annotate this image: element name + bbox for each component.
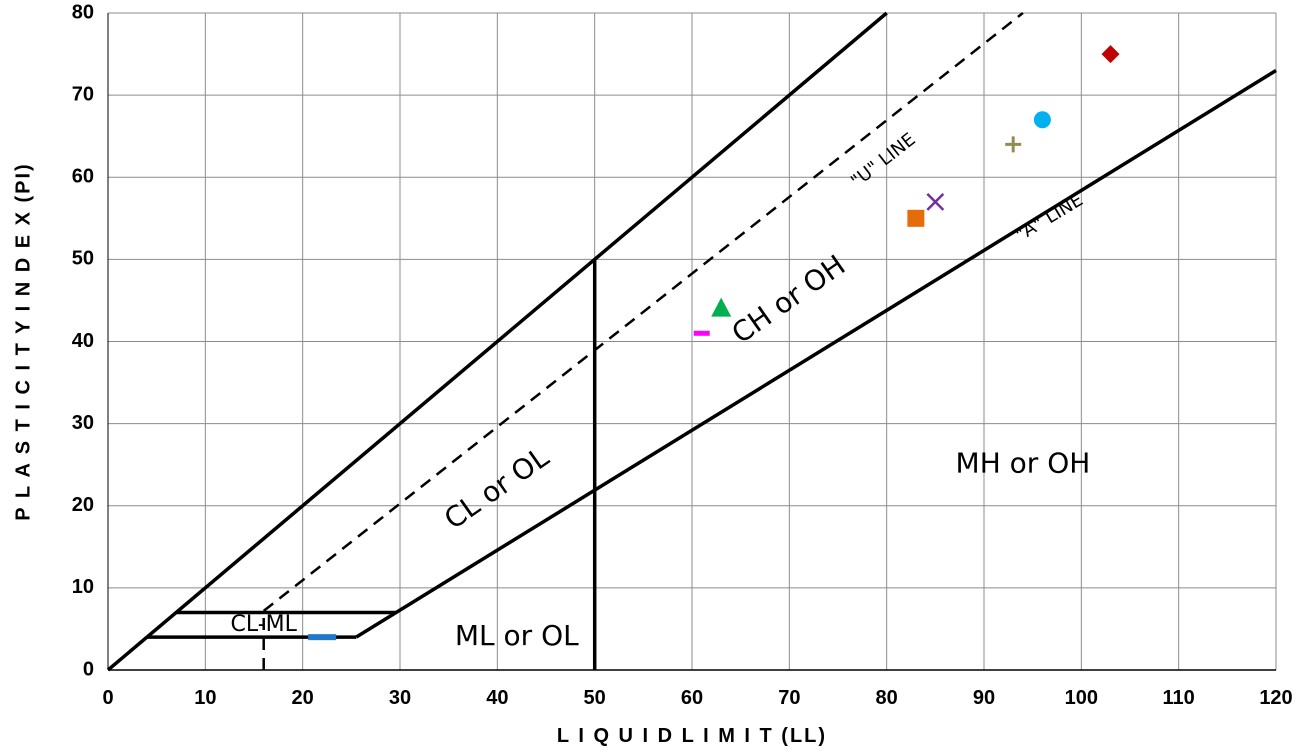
y-tick-label: 20 bbox=[72, 494, 94, 516]
data-point-plus bbox=[1005, 136, 1022, 153]
region-label: MH or OH bbox=[956, 447, 1091, 480]
region-label: ML or OL bbox=[455, 619, 579, 652]
boundary-line bbox=[355, 69, 1277, 639]
data-point-x bbox=[926, 193, 945, 211]
x-tick-label: 60 bbox=[681, 687, 703, 709]
y-tick-label: 10 bbox=[72, 576, 94, 598]
x-tick-label: 110 bbox=[1163, 687, 1195, 709]
x-tick-label: 0 bbox=[102, 687, 113, 709]
data-points bbox=[308, 45, 1120, 641]
region-label: CL or OL bbox=[438, 440, 555, 536]
x-tick-label: 120 bbox=[1259, 687, 1292, 709]
data-point-bar bbox=[308, 634, 337, 641]
data-point-diamond bbox=[1101, 45, 1120, 64]
data-point-triangle bbox=[711, 297, 732, 317]
y-tick-label: 70 bbox=[72, 83, 94, 105]
x-tick-label: 100 bbox=[1065, 687, 1098, 709]
y-tick-label: 80 bbox=[72, 1, 94, 23]
x-tick-label: 30 bbox=[389, 687, 411, 709]
boundary-line bbox=[262, 12, 1024, 612]
x-tick-label: 70 bbox=[778, 687, 800, 709]
data-point-circle bbox=[1033, 111, 1051, 129]
boundary-lines bbox=[106, 11, 1277, 672]
x-tick-label: 40 bbox=[486, 687, 508, 709]
data-point-square bbox=[907, 209, 925, 227]
tick-labels: 0 10 20 30 40 50 60 70 80 90 100 110 120 0 10 20 30 40 50 6… bbox=[72, 1, 1293, 709]
grid bbox=[107, 12, 1277, 671]
region-label: CL-ML bbox=[231, 612, 298, 637]
x-tick-label: 50 bbox=[584, 687, 606, 709]
y-tick-label: 30 bbox=[72, 412, 94, 434]
a-line-label: "A" LINE bbox=[1012, 189, 1087, 246]
y-axis-title: P L A S T I C I T Y I N D E X (PI) bbox=[12, 162, 34, 520]
x-axis-title: L I Q U I D L I M I T (LL) bbox=[557, 725, 827, 747]
y-tick-label: 40 bbox=[72, 330, 94, 352]
data-point-dash bbox=[693, 330, 710, 336]
x-tick-label: 20 bbox=[292, 687, 314, 709]
x-tick-label: 90 bbox=[973, 687, 995, 709]
y-tick-label: 0 bbox=[83, 658, 94, 680]
region-label: CH or OH bbox=[726, 248, 852, 350]
x-tick-label: 80 bbox=[876, 687, 898, 709]
x-tick-label: 10 bbox=[194, 687, 216, 709]
boundary-line bbox=[106, 11, 888, 672]
y-tick-label: 60 bbox=[72, 166, 94, 188]
u-line-label: "U" LINE bbox=[847, 129, 920, 192]
y-tick-label: 50 bbox=[72, 248, 94, 270]
